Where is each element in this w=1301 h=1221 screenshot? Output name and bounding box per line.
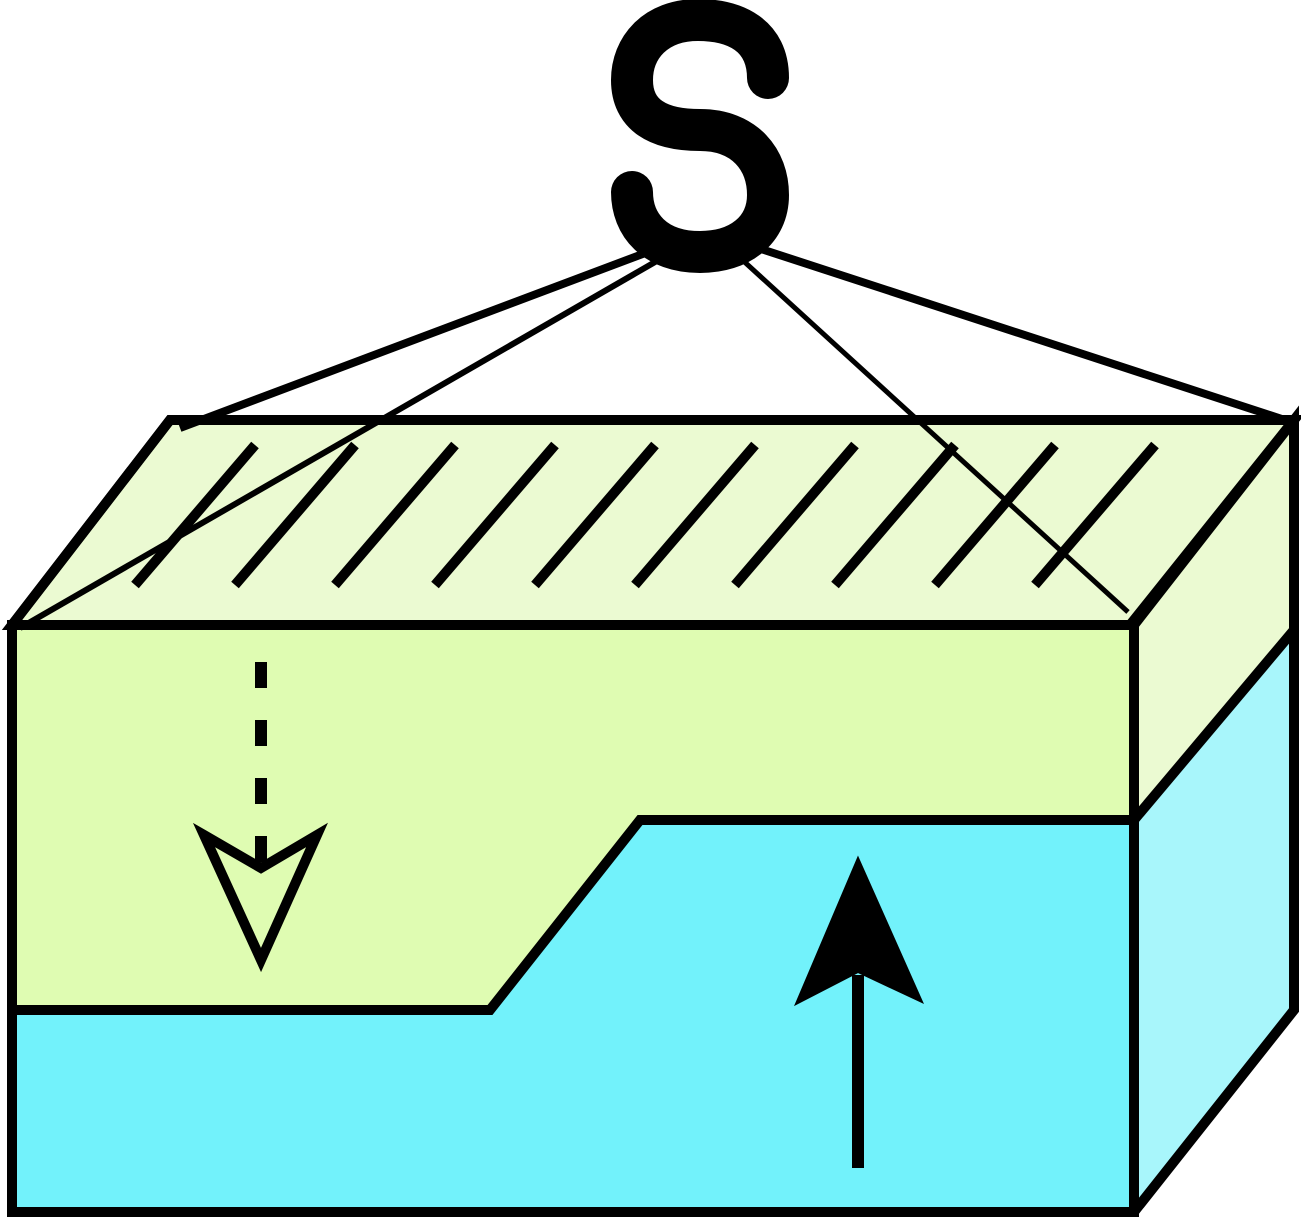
layer-boundary-front: [12, 815, 1134, 1015]
suspension-ropes: [18, 244, 1287, 631]
s-hook-icon: [611, 0, 789, 273]
block-front-upper-layer: [12, 625, 1134, 1010]
block-side-upper-layer: [1130, 420, 1294, 820]
dashed-hollow-arrow-down-icon: [192, 662, 328, 973]
solid-arrow-up-icon: [793, 855, 925, 1168]
top-face-hatching: [131, 441, 1159, 589]
layer-boundary-side: [1130, 626, 1298, 824]
block-front-outline: [7, 620, 1139, 1217]
block-side-outline: [1130, 405, 1299, 1216]
